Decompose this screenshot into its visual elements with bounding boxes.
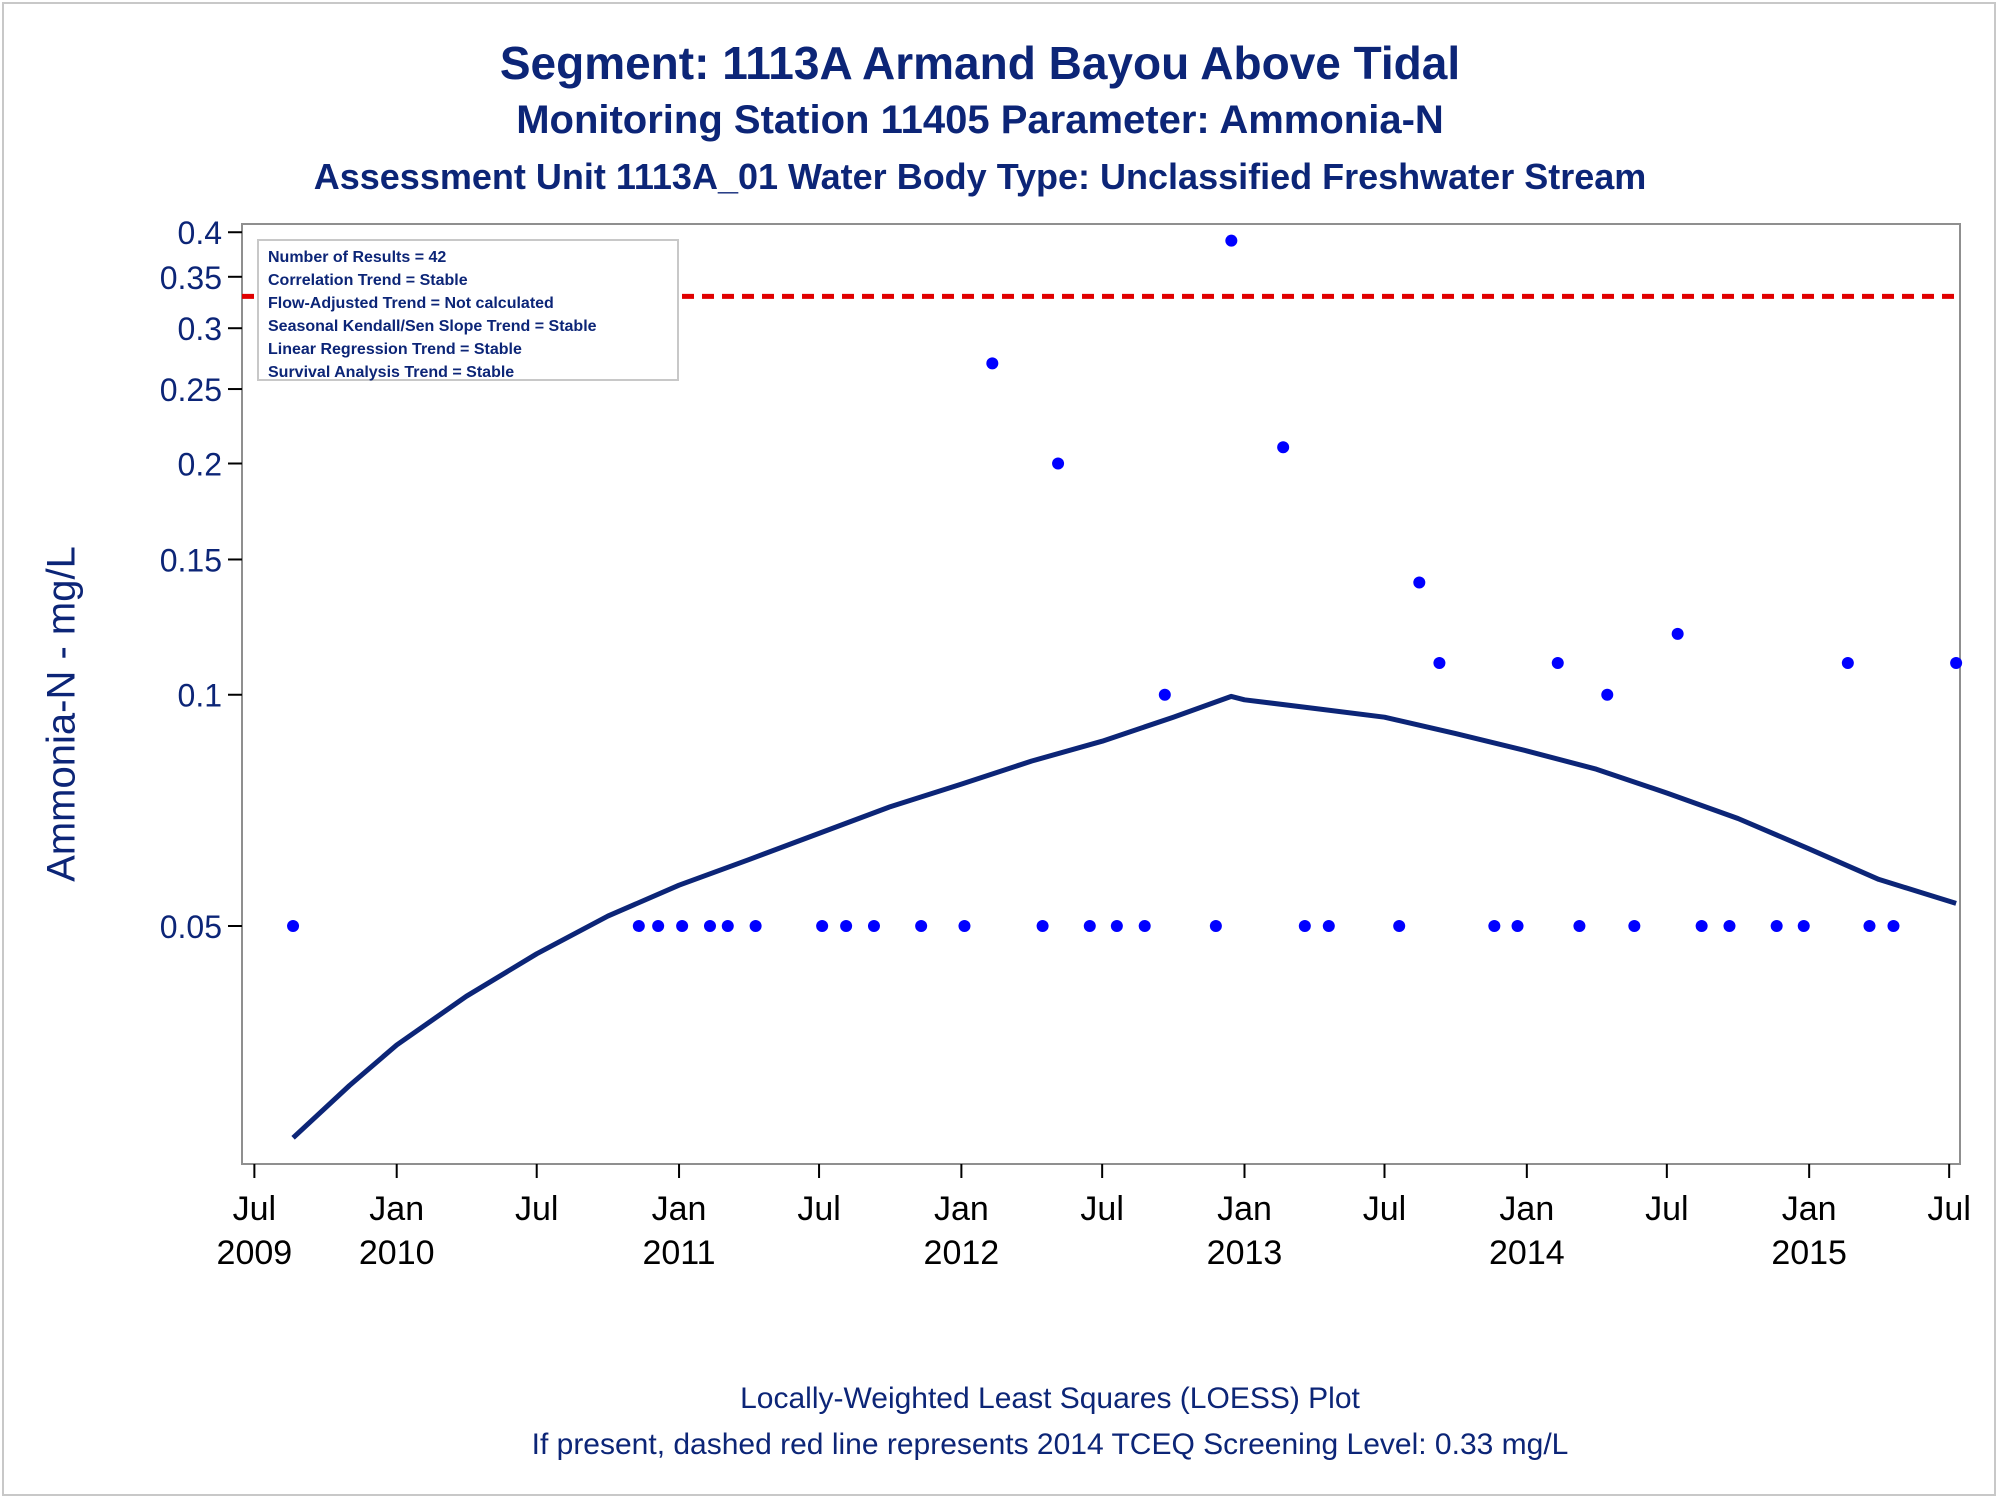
data-point xyxy=(632,920,645,933)
data-point xyxy=(1863,920,1876,933)
x-tick-label: Jul xyxy=(797,1190,840,1228)
data-point xyxy=(1052,457,1065,470)
x-tick-label: Jan xyxy=(1217,1190,1272,1228)
y-tick-label: 0.35 xyxy=(160,260,222,296)
stats-line: Survival Analysis Trend = Stable xyxy=(268,364,514,381)
x-tick-year-label: 2011 xyxy=(642,1234,715,1272)
x-tick-year-label: 2009 xyxy=(217,1234,293,1272)
data-point xyxy=(915,920,928,933)
data-point xyxy=(1138,920,1151,933)
data-point xyxy=(1209,920,1222,933)
y-tick-label: 0.05 xyxy=(160,909,222,945)
data-point xyxy=(1225,234,1238,247)
y-tick-label: 0.2 xyxy=(178,446,222,482)
data-point xyxy=(1671,627,1684,640)
footer-note-2: If present, dashed red line represents 2… xyxy=(531,1428,1569,1461)
data-point xyxy=(1298,920,1311,933)
x-tick-year-label: 2013 xyxy=(1207,1234,1283,1272)
data-point xyxy=(1488,920,1501,933)
data-point xyxy=(1277,441,1290,454)
data-point xyxy=(652,920,665,933)
y-tick-label: 0.25 xyxy=(160,372,222,408)
x-tick-year-label: 2012 xyxy=(924,1234,1000,1272)
data-point xyxy=(1573,920,1586,933)
y-tick-label: 0.3 xyxy=(178,311,222,347)
y-tick-label: 0.1 xyxy=(178,678,222,714)
data-point xyxy=(986,357,999,370)
data-point xyxy=(1322,920,1335,933)
data-point xyxy=(1841,656,1854,669)
data-point xyxy=(721,920,734,933)
data-point xyxy=(867,920,880,933)
data-point xyxy=(1036,920,1049,933)
data-point xyxy=(287,920,300,933)
x-tick-label: Jul xyxy=(1080,1190,1123,1228)
data-point xyxy=(1797,920,1810,933)
stats-line: Correlation Trend = Stable xyxy=(268,272,468,289)
data-point xyxy=(1158,688,1171,701)
x-tick-year-label: 2015 xyxy=(1771,1234,1847,1272)
x-tick-label: Jan xyxy=(369,1190,424,1228)
stats-line: Flow-Adjusted Trend = Not calculated xyxy=(268,295,554,312)
x-tick-year-label: 2010 xyxy=(359,1234,435,1272)
data-point xyxy=(676,920,689,933)
x-tick-label: Jul xyxy=(233,1190,276,1228)
x-tick-label: Jul xyxy=(1363,1190,1406,1228)
x-tick-label: Jan xyxy=(1499,1190,1554,1228)
footer-note-1: Locally-Weighted Least Squares (LOESS) P… xyxy=(740,1382,1360,1415)
y-tick-label: 0.4 xyxy=(178,215,222,251)
data-point xyxy=(840,920,853,933)
x-tick-label: Jul xyxy=(1645,1190,1688,1228)
x-tick-label: Jan xyxy=(934,1190,989,1228)
x-tick-label: Jul xyxy=(515,1190,558,1228)
data-point xyxy=(816,920,829,933)
chart-subtitle: Monitoring Station 11405 Parameter: Ammo… xyxy=(516,98,1444,142)
data-point xyxy=(1950,656,1963,669)
data-point xyxy=(1110,920,1123,933)
data-point xyxy=(749,920,762,933)
data-point xyxy=(1413,576,1426,589)
data-point xyxy=(1083,920,1096,933)
stats-line: Number of Results = 42 xyxy=(268,249,446,266)
chart-title: Segment: 1113A Armand Bayou Above Tidal xyxy=(499,37,1461,89)
data-point xyxy=(1628,920,1641,933)
data-point xyxy=(1770,920,1783,933)
data-point xyxy=(1551,656,1564,669)
y-tick-label: 0.15 xyxy=(160,542,222,578)
x-tick-label: Jul xyxy=(1927,1190,1970,1228)
stats-box xyxy=(257,239,679,381)
data-point xyxy=(703,920,716,933)
data-point xyxy=(1695,920,1708,933)
data-point xyxy=(1433,656,1446,669)
stats-line: Linear Regression Trend = Stable xyxy=(268,341,522,358)
loess-line xyxy=(291,693,1957,1140)
data-point xyxy=(958,920,971,933)
stats-line: Seasonal Kendall/Sen Slope Trend = Stabl… xyxy=(268,318,597,335)
x-tick-label: Jan xyxy=(1782,1190,1837,1228)
data-point xyxy=(1393,920,1406,933)
data-point xyxy=(1887,920,1900,933)
x-tick-year-label: 2014 xyxy=(1489,1234,1565,1272)
x-tick-label: Jan xyxy=(652,1190,707,1228)
data-point xyxy=(1511,920,1524,933)
data-point xyxy=(1723,920,1736,933)
data-point xyxy=(1601,688,1614,701)
chart-subtitle-2: Assessment Unit 1113A_01 Water Body Type… xyxy=(313,156,1647,197)
